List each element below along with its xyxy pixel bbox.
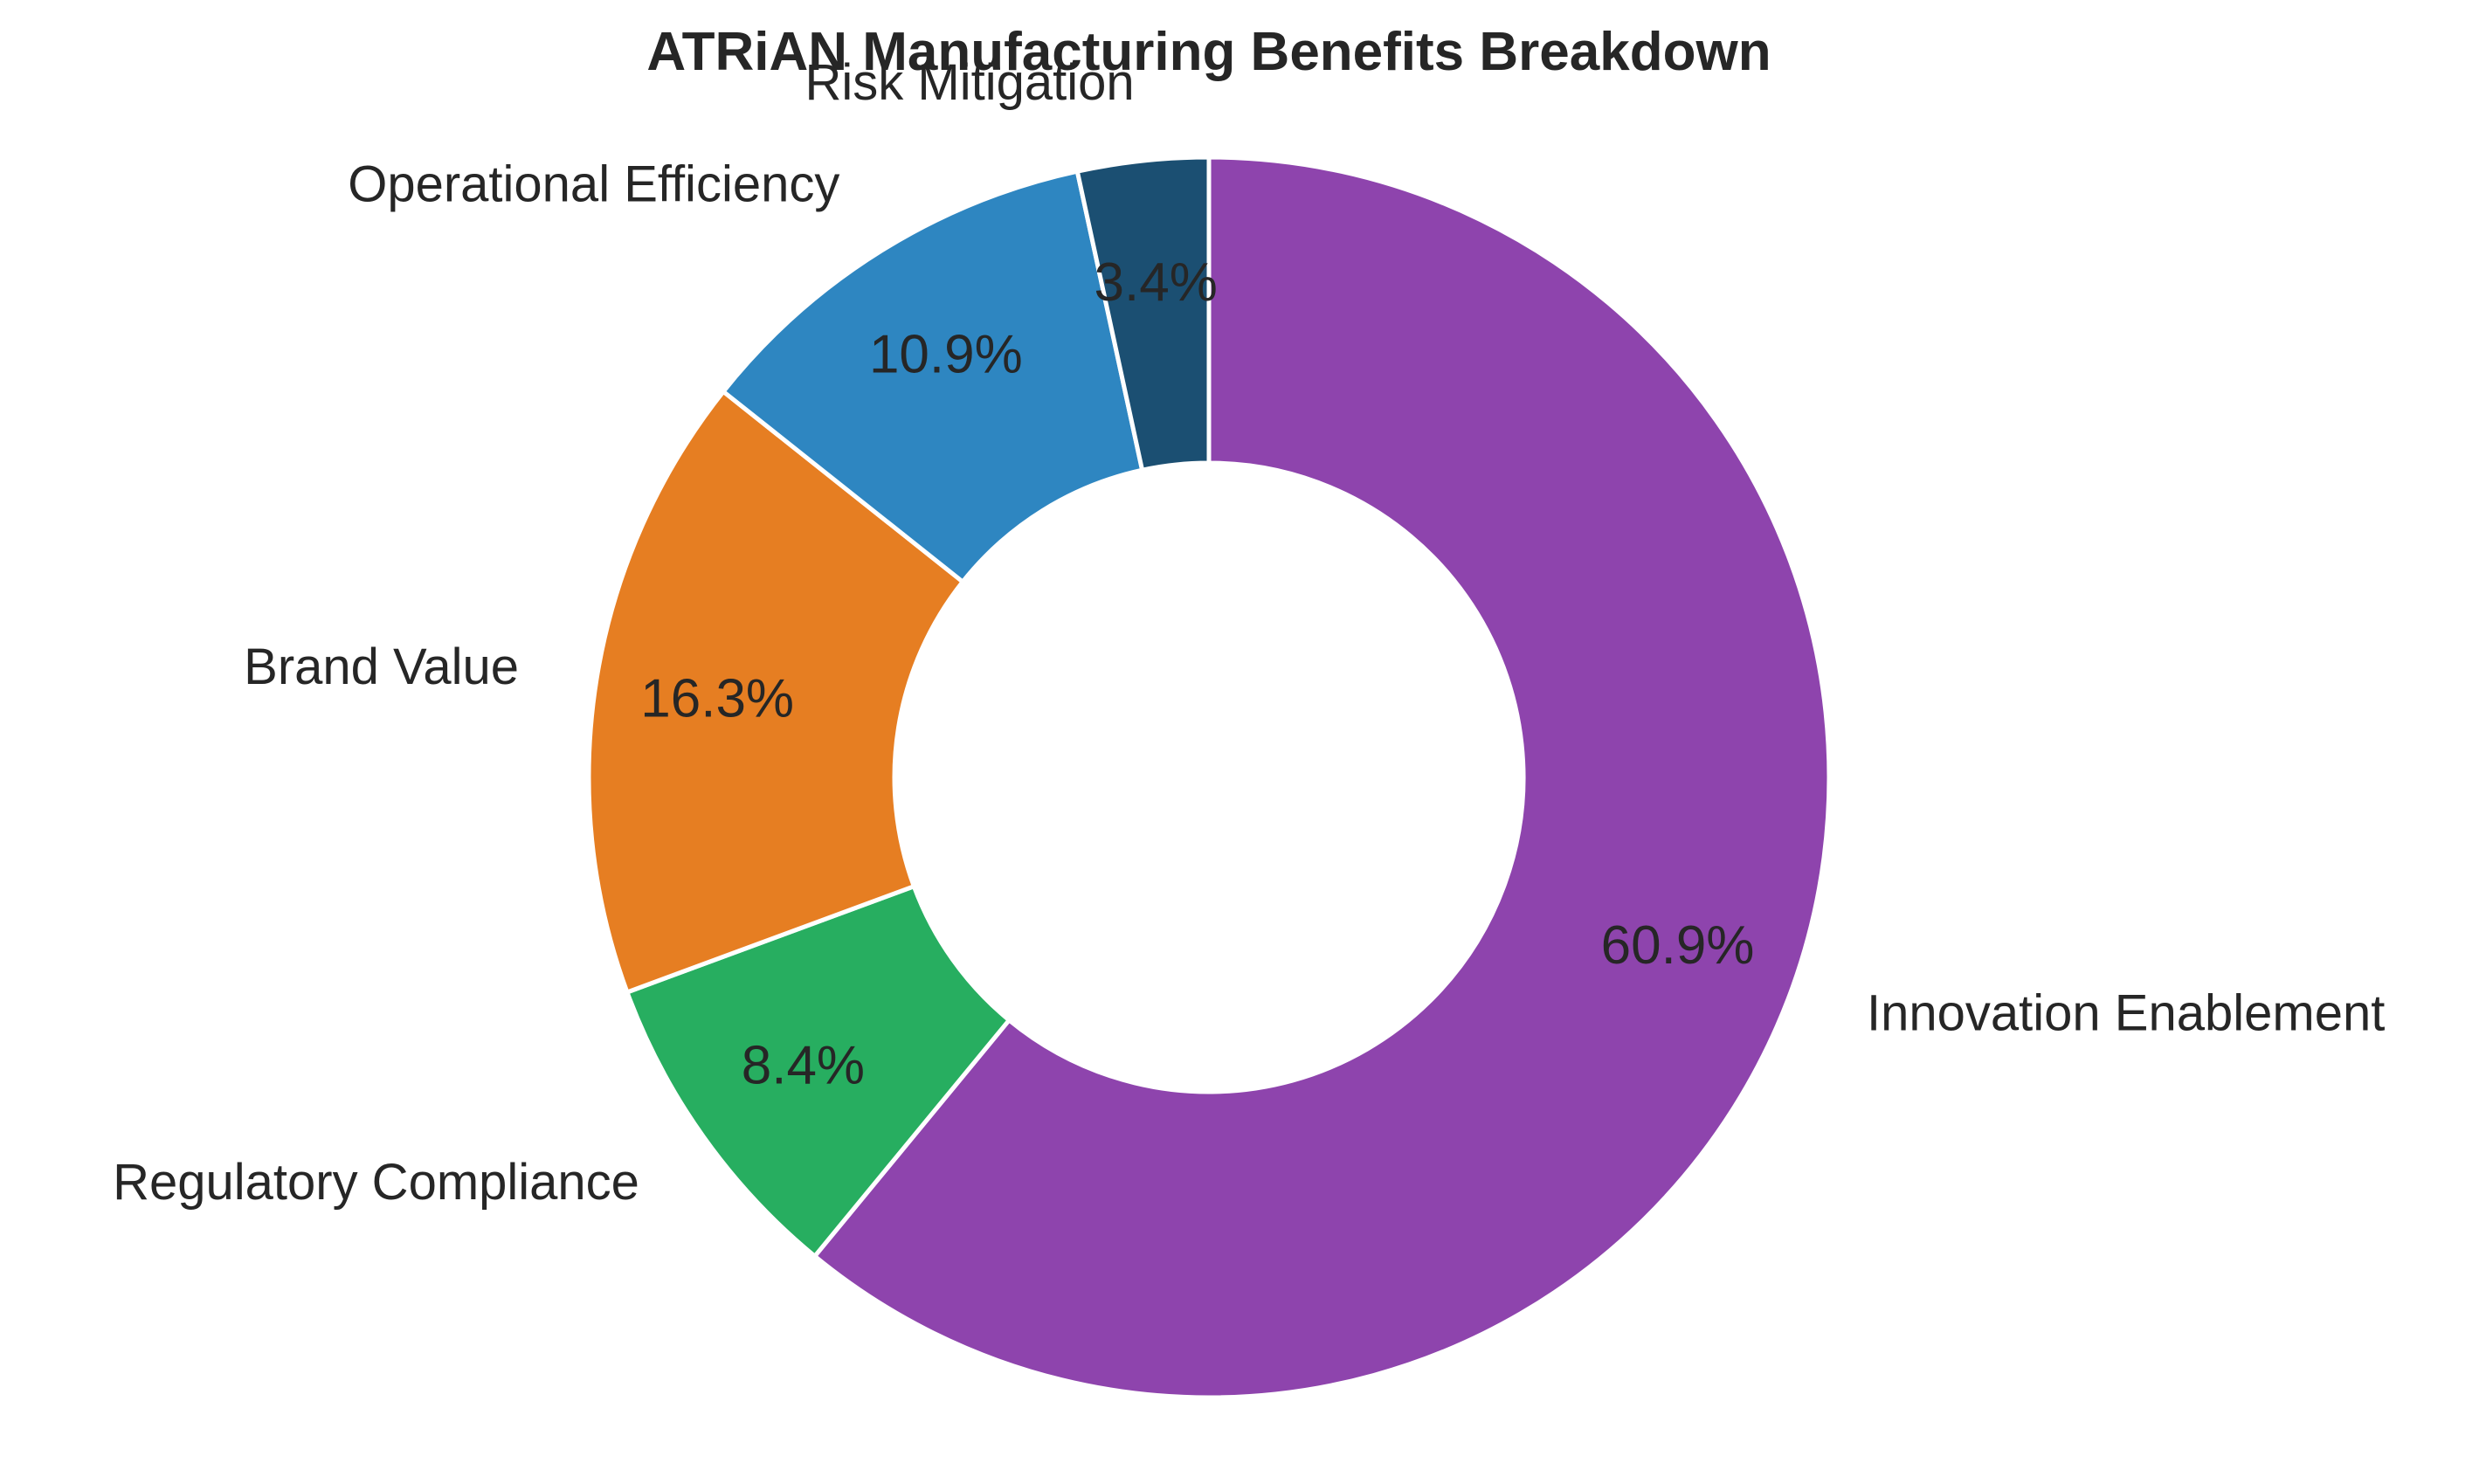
- slice-label-brand-value: Brand Value: [244, 638, 519, 695]
- slice-operational-efficiency: [721, 169, 1145, 584]
- slice-label-risk-mitigation: Risk Mitigation: [805, 54, 1135, 111]
- slice-label-operational-efficiency: Operational Efficiency: [348, 155, 839, 212]
- slices-layer: [586, 155, 1832, 1400]
- labels-layer: 60.9% Innovation Enablement 8.4% Regulatory…: [113, 54, 2385, 1211]
- slice-brand-value: [586, 389, 965, 995]
- slice-label-innovation-enablement: Innovation Enablement: [1867, 985, 2385, 1042]
- pct-label-brand-value: 16.3%: [640, 668, 794, 728]
- slice-innovation-enablement: [812, 155, 1832, 1400]
- pct-label-risk-mitigation: 3.4%: [1095, 252, 1218, 313]
- pct-label-operational-efficiency: 10.9%: [869, 325, 1023, 385]
- pct-label-innovation-enablement: 60.9%: [1601, 915, 1755, 976]
- slice-risk-mitigation: [1074, 155, 1212, 473]
- slice-label-regulatory-compliance: Regulatory Compliance: [113, 1154, 639, 1211]
- chart-title: ATRiAN Manufacturing Benefits Breakdown: [646, 22, 1771, 82]
- pct-label-regulatory-compliance: 8.4%: [742, 1036, 865, 1096]
